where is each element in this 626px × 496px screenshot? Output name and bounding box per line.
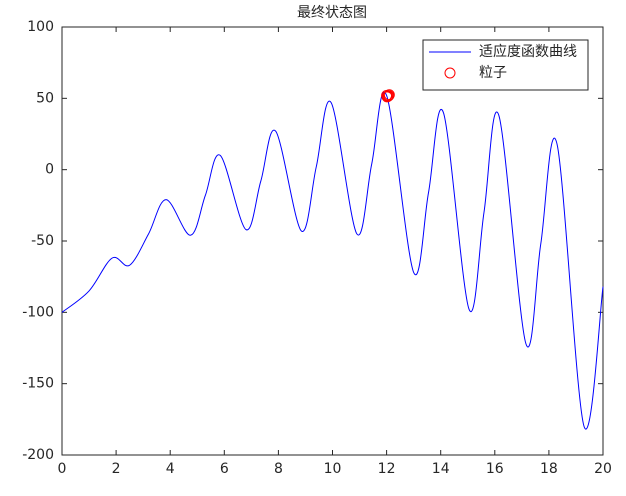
legend-label: 适应度函数曲线	[479, 43, 577, 60]
legend-marker	[444, 67, 456, 79]
y-tick-label: -150	[22, 376, 54, 392]
legend-box	[422, 39, 589, 91]
particle	[383, 90, 395, 102]
plot-area	[61, 26, 604, 456]
x-tick-label: 0	[58, 461, 67, 477]
x-tick-label: 8	[274, 461, 283, 477]
y-tick-label: -100	[22, 304, 54, 320]
fitness-curve	[61, 91, 604, 430]
legend-label: 粒子	[479, 65, 507, 81]
x-tick-label: 12	[378, 461, 396, 477]
y-tick-label: 0	[45, 162, 54, 178]
x-tick-label: 18	[540, 461, 558, 477]
particle	[381, 91, 393, 103]
x-tick-label: 4	[166, 461, 175, 477]
x-tick-label: 20	[594, 461, 612, 477]
chart-title: 最终状态图	[297, 5, 367, 21]
x-tick-label: 6	[220, 461, 229, 477]
y-tick-label: 100	[27, 19, 54, 35]
x-tick-label: 16	[486, 461, 504, 477]
x-tick-label: 14	[432, 461, 450, 477]
y-tick-label: -200	[22, 447, 54, 463]
x-tick-label: 10	[324, 461, 342, 477]
y-tick-label: 50	[36, 90, 54, 106]
x-tick-label: 2	[112, 461, 121, 477]
y-tick-label: -50	[31, 233, 54, 249]
